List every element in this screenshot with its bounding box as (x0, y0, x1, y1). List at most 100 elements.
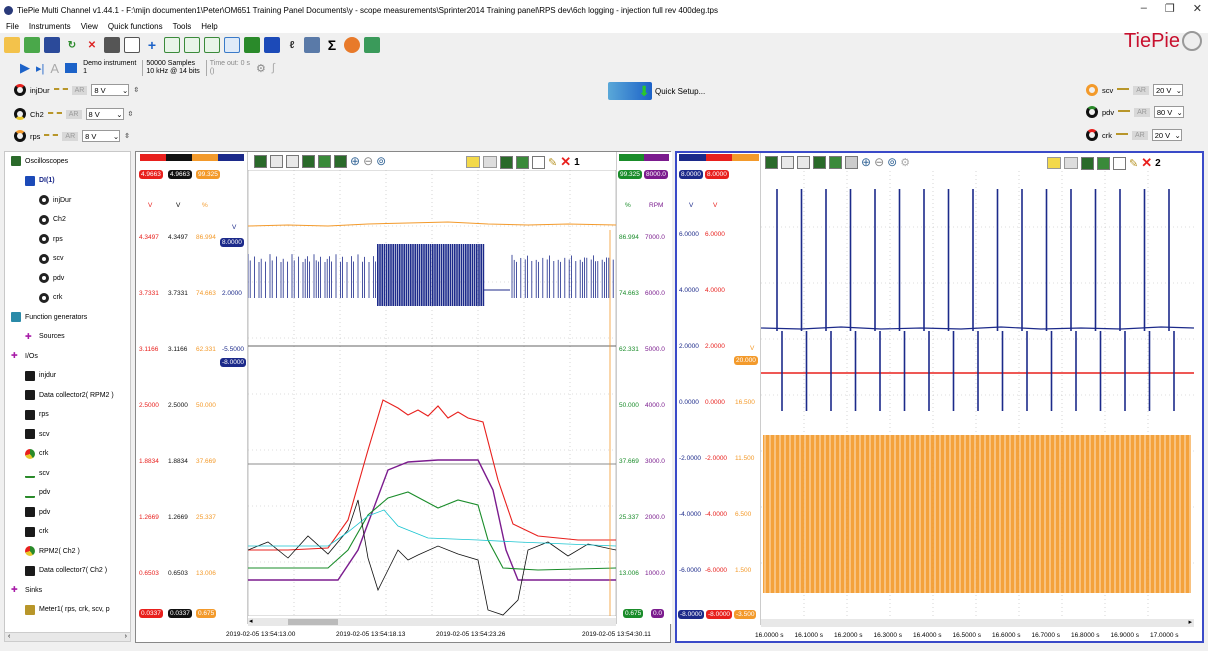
scope2-bottom-chip-red[interactable]: -8.0000 (706, 610, 733, 619)
pen-icon[interactable]: ✎ (548, 156, 558, 169)
comment-icon[interactable] (466, 156, 480, 168)
coupling-icon[interactable] (1118, 109, 1131, 115)
scope-close-icon[interactable]: ✕ (560, 154, 572, 169)
ruler-icon[interactable] (483, 156, 497, 168)
tree-item[interactable]: crk (39, 292, 62, 303)
layout-icon[interactable] (364, 37, 380, 53)
channel-knob-icon[interactable] (14, 84, 26, 96)
zoom-out-icon[interactable]: ⊖ (874, 155, 885, 169)
channel-name[interactable]: pdv (1102, 107, 1115, 117)
scope2-top-chip-navy[interactable]: 8.0000 (679, 170, 703, 179)
play-icon[interactable]: ▶ (20, 60, 30, 75)
tree-item[interactable]: injdur (25, 370, 56, 381)
export-icon[interactable] (1113, 156, 1126, 170)
layout-grid-icon[interactable] (845, 155, 858, 169)
channel-name[interactable]: crk (1102, 130, 1112, 140)
layout-grid-icon[interactable] (334, 154, 347, 168)
scope2-bottom-chip-navy[interactable]: -8.0000 (678, 610, 705, 619)
scope1-right-top-chip-green[interactable]: 99.325 (618, 170, 642, 179)
trigger-gear-icon[interactable]: ⚙ (255, 62, 266, 75)
scope1-bottom-chip-orange[interactable]: 0.675 (196, 609, 217, 618)
scope1-top-chip-red[interactable]: 4.9663 (139, 170, 163, 179)
menu-tools[interactable]: Tools (172, 22, 192, 31)
scope1-hscrollbar[interactable]: ◂ (248, 618, 616, 626)
comment-icon[interactable] (1047, 157, 1061, 169)
tree-item[interactable]: scv (39, 253, 64, 264)
display-icon[interactable] (304, 37, 320, 53)
cursor-icon[interactable] (781, 155, 794, 169)
menu-file[interactable]: File (6, 22, 19, 31)
tree-item[interactable]: rps (25, 409, 49, 420)
add-icon[interactable]: + (147, 37, 157, 53)
channel-knob-icon[interactable] (1086, 129, 1098, 141)
tree-item[interactable]: RPM2( Ch2 ) (25, 546, 80, 556)
scope-view-icon[interactable] (302, 154, 315, 168)
import-icon[interactable] (24, 37, 40, 53)
scope1-top-chip-orange[interactable]: 99.325 (196, 170, 220, 179)
cursor-icon[interactable] (270, 154, 283, 168)
tree-item[interactable]: Data collector7( Ch2 ) (25, 565, 107, 576)
measure-icon[interactable] (500, 155, 513, 169)
scope1-right-bottom-chip-green[interactable]: 0.675 (623, 609, 644, 618)
coupling-icon[interactable] (44, 133, 59, 139)
tree-item[interactable]: Function generators (11, 312, 87, 322)
scope-close-icon[interactable]: ✕ (1141, 155, 1153, 170)
tree-item[interactable]: ✚ I/Os (11, 351, 38, 361)
auto-range-button[interactable]: AR (1132, 130, 1148, 140)
scroll-right-icon[interactable]: › (124, 633, 127, 640)
range-select[interactable]: 8 V ⌄ (91, 84, 130, 96)
zoom-fit-icon[interactable]: ⊚ (376, 154, 387, 168)
tree-item[interactable]: injDur (39, 195, 71, 205)
auto-range-button[interactable]: AR (1134, 107, 1150, 117)
auto-range-button[interactable]: AR (1133, 85, 1149, 95)
scroll-right-icon[interactable]: ▸ (1188, 619, 1192, 626)
minimize-icon[interactable]: – (1140, 2, 1147, 14)
scope1-right-bottom-chip-purple[interactable]: 0.0 (651, 609, 665, 618)
sum-icon[interactable]: Σ (327, 37, 337, 53)
tree-item[interactable]: ✚ Sources (25, 332, 65, 342)
signal-view-icon[interactable] (318, 154, 331, 168)
scroll-left-icon[interactable]: ‹ (8, 633, 11, 640)
channel-name[interactable]: scv (1102, 85, 1114, 95)
menu-quick-functions[interactable]: Quick functions (107, 22, 163, 31)
scrollbar-thumb[interactable] (288, 619, 338, 625)
zoom-fit-icon[interactable]: ⊚ (887, 155, 898, 169)
auto-range-button[interactable]: AR (71, 85, 88, 95)
zoom-in-icon[interactable]: ⊕ (861, 155, 872, 169)
scope-graph-icon[interactable] (254, 154, 267, 168)
scope2-top-chip-red[interactable]: 8.0000 (705, 170, 729, 179)
instrument-icon[interactable] (65, 63, 78, 73)
spin-icon[interactable]: ⇳ (127, 111, 134, 118)
coupling-icon[interactable] (53, 87, 68, 93)
tree-item[interactable]: rps (39, 234, 63, 244)
scope-graph-icon[interactable] (765, 155, 778, 169)
meter-icon[interactable] (264, 37, 280, 53)
range-select[interactable]: 80 V ⌄ (1153, 106, 1184, 118)
menu-view[interactable]: View (80, 22, 98, 31)
print-icon[interactable] (104, 37, 120, 53)
scope2-offset-chip[interactable]: 20.000 (734, 356, 758, 365)
scope2-hscrollbar[interactable]: ▸ (761, 619, 1194, 627)
window-icon[interactable] (124, 37, 140, 53)
scope-view-icon[interactable] (813, 155, 826, 169)
trigger-slope-icon[interactable]: ∫ (271, 62, 275, 74)
scope2-plot[interactable] (761, 171, 1194, 617)
channel-knob-icon[interactable] (1086, 106, 1098, 118)
pen-icon[interactable]: ✎ (1129, 157, 1139, 170)
tree-item[interactable]: ✚ Sinks (11, 585, 42, 595)
scope1-bottom-chip-black[interactable]: 0.0337 (168, 609, 192, 618)
tree-item[interactable]: pdv (25, 507, 50, 517)
scope1-offset-chip-2[interactable]: -8.0000 (220, 358, 247, 367)
signal-icon[interactable] (1097, 156, 1110, 170)
tree-item[interactable]: Data collector2( RPM2 ) (25, 390, 114, 400)
io-icon[interactable]: ℓ (289, 39, 295, 51)
menu-help[interactable]: Help (201, 22, 218, 31)
scroll-left-icon[interactable]: ◂ (249, 618, 253, 625)
tree-item[interactable]: crk (25, 526, 48, 537)
add-scope-icon[interactable] (164, 37, 180, 53)
settings-icon[interactable]: ⚙ (900, 156, 911, 169)
scope1-offset-chip-1[interactable]: 8.0000 (220, 238, 244, 247)
recorder-icon[interactable] (224, 37, 240, 53)
close-icon[interactable]: ✕ (1192, 3, 1202, 15)
signal-view-icon[interactable] (829, 155, 842, 169)
